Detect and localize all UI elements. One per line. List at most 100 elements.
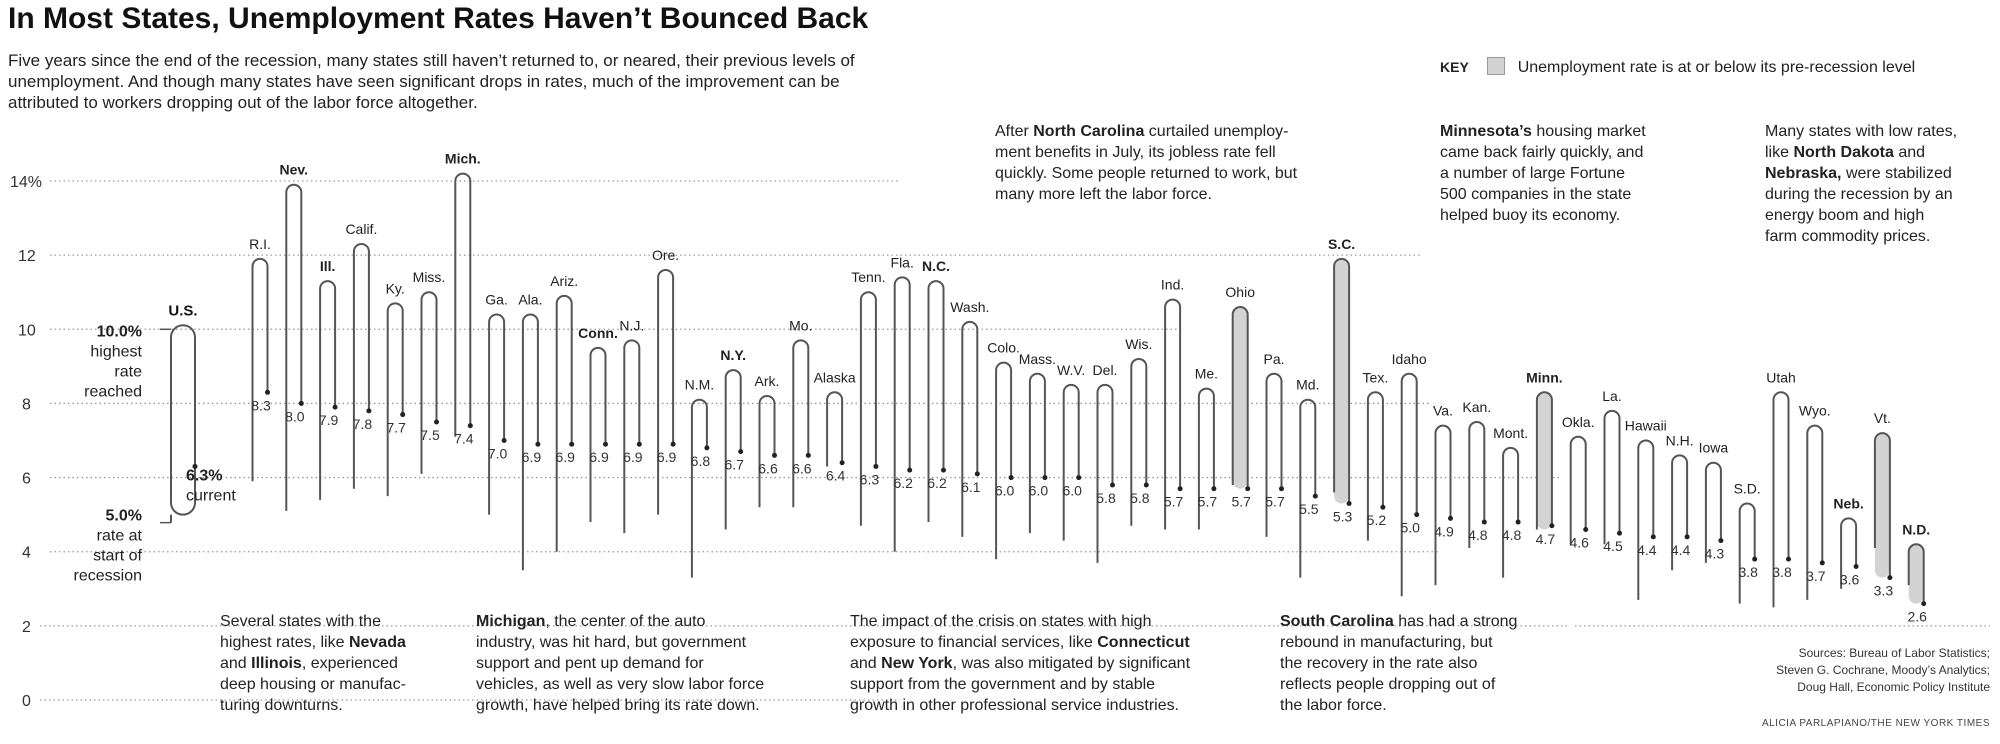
annotation-minnesota: Minnesota’s housing market came back fair… — [1440, 123, 1646, 224]
us-start-label: 5.0% — [106, 508, 142, 525]
state-range-bar — [1502, 446, 1520, 578]
state-current-dot — [1583, 526, 1589, 532]
state-name-label: Iowa — [1699, 440, 1729, 456]
state-name-label: Tex. — [1363, 369, 1389, 385]
state-name-label: Ark. — [755, 373, 780, 389]
state-current-value: 6.9 — [589, 449, 609, 465]
state-range-fill — [1334, 258, 1350, 504]
state-current-value: 7.9 — [319, 412, 339, 428]
state-name-label: Mo. — [789, 317, 812, 333]
state-current-value: 7.0 — [488, 446, 508, 462]
state-name-label: Pa. — [1263, 351, 1284, 367]
state-name-label: Vt. — [1874, 410, 1891, 426]
annotation-nevada: Several states with the highest rates, li… — [220, 613, 406, 714]
y-tick-label: 10 — [18, 322, 36, 339]
state-range-bar — [488, 313, 506, 515]
y-tick-label: 2 — [22, 619, 31, 636]
state-current-value: 6.0 — [995, 483, 1015, 499]
state-current-dot — [1380, 504, 1386, 510]
state-current-value: 8.0 — [285, 408, 305, 424]
state-current-dot — [873, 463, 879, 469]
state-name-label: Tenn. — [851, 269, 885, 285]
sources: Sources: Bureau of Labor Statistics; Stev… — [1776, 646, 1990, 694]
state-name-label: Hawaii — [1625, 418, 1667, 434]
state-current-value: 4.7 — [1536, 531, 1556, 547]
legend-text: Unemployment rate is at or below its pre… — [1517, 59, 1916, 76]
state-name-label: Mont. — [1493, 425, 1528, 441]
state-range-bar — [1333, 257, 1351, 504]
state-name-label: N.J. — [619, 317, 644, 333]
state-range-bar — [1840, 517, 1858, 589]
y-tick-label: 12 — [18, 248, 36, 265]
state-range-bar — [1704, 461, 1722, 563]
state-range-bar — [1569, 435, 1587, 545]
us-current-dot — [192, 463, 198, 469]
state-range-bar — [792, 339, 810, 508]
state-range-bar — [1164, 298, 1182, 530]
state-current-value: 6.0 — [1062, 483, 1082, 499]
state-current-value: 5.7 — [1164, 494, 1184, 510]
state-range-bar — [1096, 383, 1114, 563]
state-current-value: 7.4 — [454, 431, 474, 447]
state-current-value: 7.8 — [353, 416, 373, 432]
legend-title: KEY — [1440, 59, 1469, 75]
chart-title: In Most States, Unemployment Rates Haven… — [8, 2, 869, 35]
y-tick-label: 4 — [22, 545, 31, 562]
state-range-bar — [1130, 358, 1148, 526]
annotation-south-carolina: South Carolina has had a strong rebound i… — [1280, 613, 1518, 714]
state-range-bar — [690, 398, 708, 578]
state-current-value: 4.8 — [1468, 527, 1488, 543]
annotation-north-dakota: Many states with low rates, like North Da… — [1765, 123, 1958, 245]
state-current-dot — [400, 412, 406, 418]
us-peak-label: reached — [84, 383, 142, 400]
state-current-value: 6.6 — [758, 460, 778, 476]
state-name-label: Mich. — [445, 151, 481, 167]
state-range-bar — [893, 276, 911, 552]
state-name-label: Minn. — [1526, 369, 1563, 385]
state-range-bar — [826, 391, 844, 467]
state-current-value: 6.9 — [657, 449, 677, 465]
us-range-bar — [170, 324, 196, 516]
state-current-value: 4.4 — [1671, 542, 1691, 558]
state-current-value: 5.8 — [1096, 490, 1116, 506]
state-current-dot — [1718, 538, 1724, 544]
state-current-dot — [1279, 486, 1284, 492]
state-name-label: Ill. — [320, 258, 336, 274]
state-range-bar — [1806, 424, 1824, 600]
state-current-dot — [501, 438, 507, 443]
state-name-label: N.H. — [1666, 432, 1694, 448]
us-start-label: start of — [93, 548, 142, 565]
state-current-value: 8.3 — [251, 397, 271, 413]
state-current-dot — [1448, 515, 1453, 521]
state-current-value: 5.0 — [1400, 520, 1420, 536]
state-name-label: R.I. — [249, 236, 271, 252]
state-range-bar — [521, 313, 539, 571]
credit: ALICIA PARLAPIANO/THE NEW YORK TIMES — [1761, 718, 1990, 729]
state-range-bar — [758, 395, 776, 508]
legend-swatch — [1487, 57, 1506, 75]
annotation-connecticut: The impact of the crisis on states with … — [850, 613, 1191, 714]
state-name-label: Utah — [1766, 369, 1796, 385]
state-name-label: Nev. — [280, 162, 309, 178]
state-name-label: N.D. — [1902, 521, 1930, 537]
state-current-value: 5.7 — [1198, 494, 1218, 510]
state-range-bar — [961, 320, 979, 537]
state-name-label: Ala. — [518, 291, 542, 307]
state-current-value: 4.6 — [1569, 534, 1589, 550]
state-current-value: 3.3 — [1874, 583, 1894, 599]
state-range-bar — [724, 369, 742, 530]
state-name-label: Me. — [1195, 366, 1218, 382]
state-name-label: Colo. — [987, 340, 1020, 356]
state-range-fill — [1908, 544, 1924, 604]
state-range-bar — [251, 257, 269, 482]
state-current-dot — [1008, 475, 1014, 481]
state-name-label: Miss. — [413, 269, 446, 285]
state-name-label: S.C. — [1328, 236, 1355, 252]
state-current-dot — [1110, 482, 1115, 488]
state-range-bar — [1434, 424, 1452, 586]
state-name-label: Ind. — [1161, 277, 1184, 293]
state-range-bar — [1873, 432, 1891, 578]
state-current-dot — [1515, 519, 1521, 525]
state-name-label: Okla. — [1562, 414, 1595, 430]
state-current-value: 5.7 — [1231, 494, 1251, 510]
